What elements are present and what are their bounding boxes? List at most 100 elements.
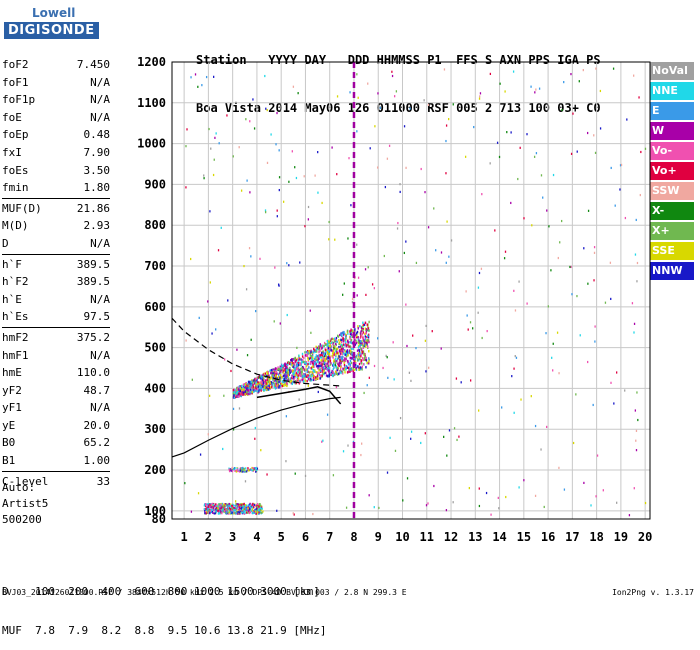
echo-point	[308, 350, 310, 353]
echo-point	[320, 356, 323, 359]
echo-point	[323, 357, 326, 361]
noise-point	[526, 133, 528, 136]
param-name: foEs	[2, 163, 29, 177]
noise-point	[410, 437, 412, 440]
echo-point	[279, 365, 281, 368]
echo-point	[209, 506, 212, 509]
noise-point	[212, 173, 215, 177]
echo-point	[255, 508, 257, 511]
echo-point	[306, 370, 308, 374]
noise-point	[534, 494, 537, 497]
noise-point	[213, 75, 215, 78]
echo-point	[364, 358, 367, 361]
echo-point	[215, 511, 217, 514]
echo-point	[279, 377, 281, 381]
echo-point	[325, 374, 328, 377]
echo-point	[345, 353, 348, 356]
noise-point	[616, 501, 618, 504]
noise-point	[393, 378, 395, 381]
echo-point	[340, 351, 342, 355]
noise-point	[211, 332, 213, 335]
param-name: MUF(D)	[2, 201, 42, 215]
param-name: foE	[2, 110, 22, 124]
noise-point	[391, 74, 394, 78]
echo-point	[276, 368, 278, 371]
echo-point	[223, 505, 225, 508]
echo-point	[246, 385, 249, 389]
echo-point	[349, 351, 351, 354]
echo-point	[320, 369, 323, 373]
param-row: MUF(D) 21.86	[2, 200, 110, 218]
noise-point	[234, 500, 237, 503]
echo-point	[266, 384, 268, 387]
x-tick-label: 20	[638, 530, 652, 544]
echo-point	[253, 503, 256, 506]
noise-point	[420, 441, 422, 445]
echo-point	[324, 353, 327, 356]
noise-point	[356, 130, 358, 133]
echo-point	[228, 502, 230, 505]
noise-point	[363, 391, 365, 395]
echo-point	[280, 366, 282, 370]
noise-point	[504, 90, 506, 93]
auto-software: Artist5	[2, 497, 49, 510]
echo-point	[347, 366, 350, 370]
noise-point	[250, 338, 252, 341]
echo-point	[321, 351, 323, 355]
echo-point	[245, 386, 248, 389]
echo-point	[254, 379, 256, 383]
echo-point	[247, 389, 249, 392]
echo-point	[262, 385, 264, 388]
echo-point	[262, 385, 265, 388]
noise-point	[227, 299, 229, 302]
echo-point	[350, 347, 353, 351]
echo-point	[267, 380, 269, 383]
echo-point	[282, 377, 285, 381]
echo-point	[334, 357, 337, 361]
echo-point	[218, 510, 221, 513]
echo-point	[308, 371, 311, 374]
noise-point	[367, 266, 369, 269]
noise-point	[489, 72, 492, 76]
echo-point	[259, 386, 261, 389]
noise-point	[511, 375, 513, 378]
echo-point	[323, 361, 326, 364]
noise-point	[452, 103, 454, 106]
noise-point	[351, 301, 354, 304]
echo-point	[252, 467, 254, 470]
echo-point	[260, 389, 262, 392]
echo-point	[271, 383, 274, 386]
echo-point	[321, 361, 323, 364]
noise-point	[570, 152, 573, 155]
noise-point	[559, 241, 561, 244]
echo-point	[339, 367, 342, 371]
param-row: hmE 110.0	[2, 364, 110, 382]
echo-point	[229, 512, 232, 515]
echo-point	[317, 366, 319, 370]
echo-point	[278, 380, 280, 384]
echo-point	[236, 394, 239, 397]
echo-point	[345, 344, 348, 348]
echo-point	[301, 358, 304, 362]
noise-point	[276, 209, 278, 212]
echo-point	[230, 469, 233, 472]
echo-point	[315, 365, 318, 368]
echo-point	[231, 511, 233, 514]
echo-point	[327, 356, 330, 360]
param-value: 389.5	[76, 257, 110, 271]
x-tick-label: 14	[492, 530, 506, 544]
echo-point	[311, 374, 314, 377]
echo-point	[281, 363, 283, 367]
noise-point	[304, 225, 306, 228]
echo-point	[234, 467, 236, 470]
param-name: yF2	[2, 383, 22, 397]
echo-point	[359, 325, 361, 328]
noise-point	[321, 201, 323, 205]
echo-point	[238, 392, 241, 396]
echo-point	[247, 507, 249, 510]
echo-point	[253, 467, 255, 470]
noise-point	[388, 144, 391, 147]
echo-point	[340, 343, 343, 347]
echo-point	[303, 373, 306, 376]
echo-point	[346, 329, 349, 333]
